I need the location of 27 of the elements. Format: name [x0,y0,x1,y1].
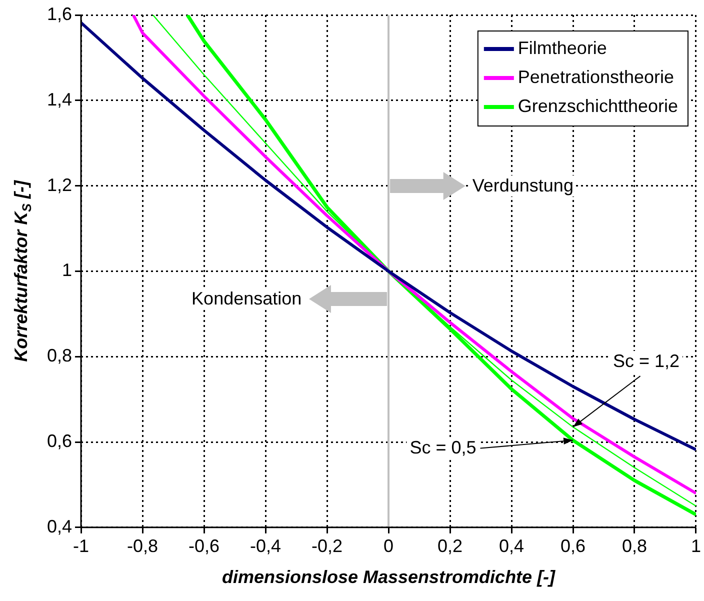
legend-label: Penetrationstheorie [518,66,674,87]
y-tick-label: 0,4 [46,516,72,536]
y-tick-label: 0,6 [46,430,72,451]
x-tick-label: 0,4 [498,536,524,556]
x-tick-label: 1 [690,536,701,556]
annotation: Sc = 0,5 [410,437,476,458]
x-tick-label: 0,8 [622,536,648,556]
x-tick-label: -0,6 [188,536,220,556]
x-tick-label: -0,8 [127,536,158,556]
y-tick-label: 1,2 [46,174,72,195]
legend-label: Grenzschichttheorie [518,96,678,116]
y-tick-label: 1 [62,260,72,280]
x-tick-label: -0,4 [250,536,282,556]
y-tick-label: 1,4 [46,89,72,110]
annotation: Kondensation [188,288,305,310]
x-tick-label: 0,2 [437,536,463,556]
x-tick-label: 0 [384,536,394,556]
x-tick-label: -1 [73,536,90,556]
annotation: Sc = 1,2 [613,351,680,372]
x-tick-label: -0,2 [311,536,343,556]
x-tick-label: 0,6 [560,536,586,556]
y-tick-label: 1,6 [46,4,72,24]
y-tick-label: 0,8 [46,346,72,366]
legend-label: Filmtheorie [518,38,607,58]
x-axis-title: dimensionslose Massenstromdichte [-] [222,566,556,587]
y-axis-title: Korrekturfaktor KS [-] [10,179,34,362]
annotation: Verdunstung [469,175,576,196]
